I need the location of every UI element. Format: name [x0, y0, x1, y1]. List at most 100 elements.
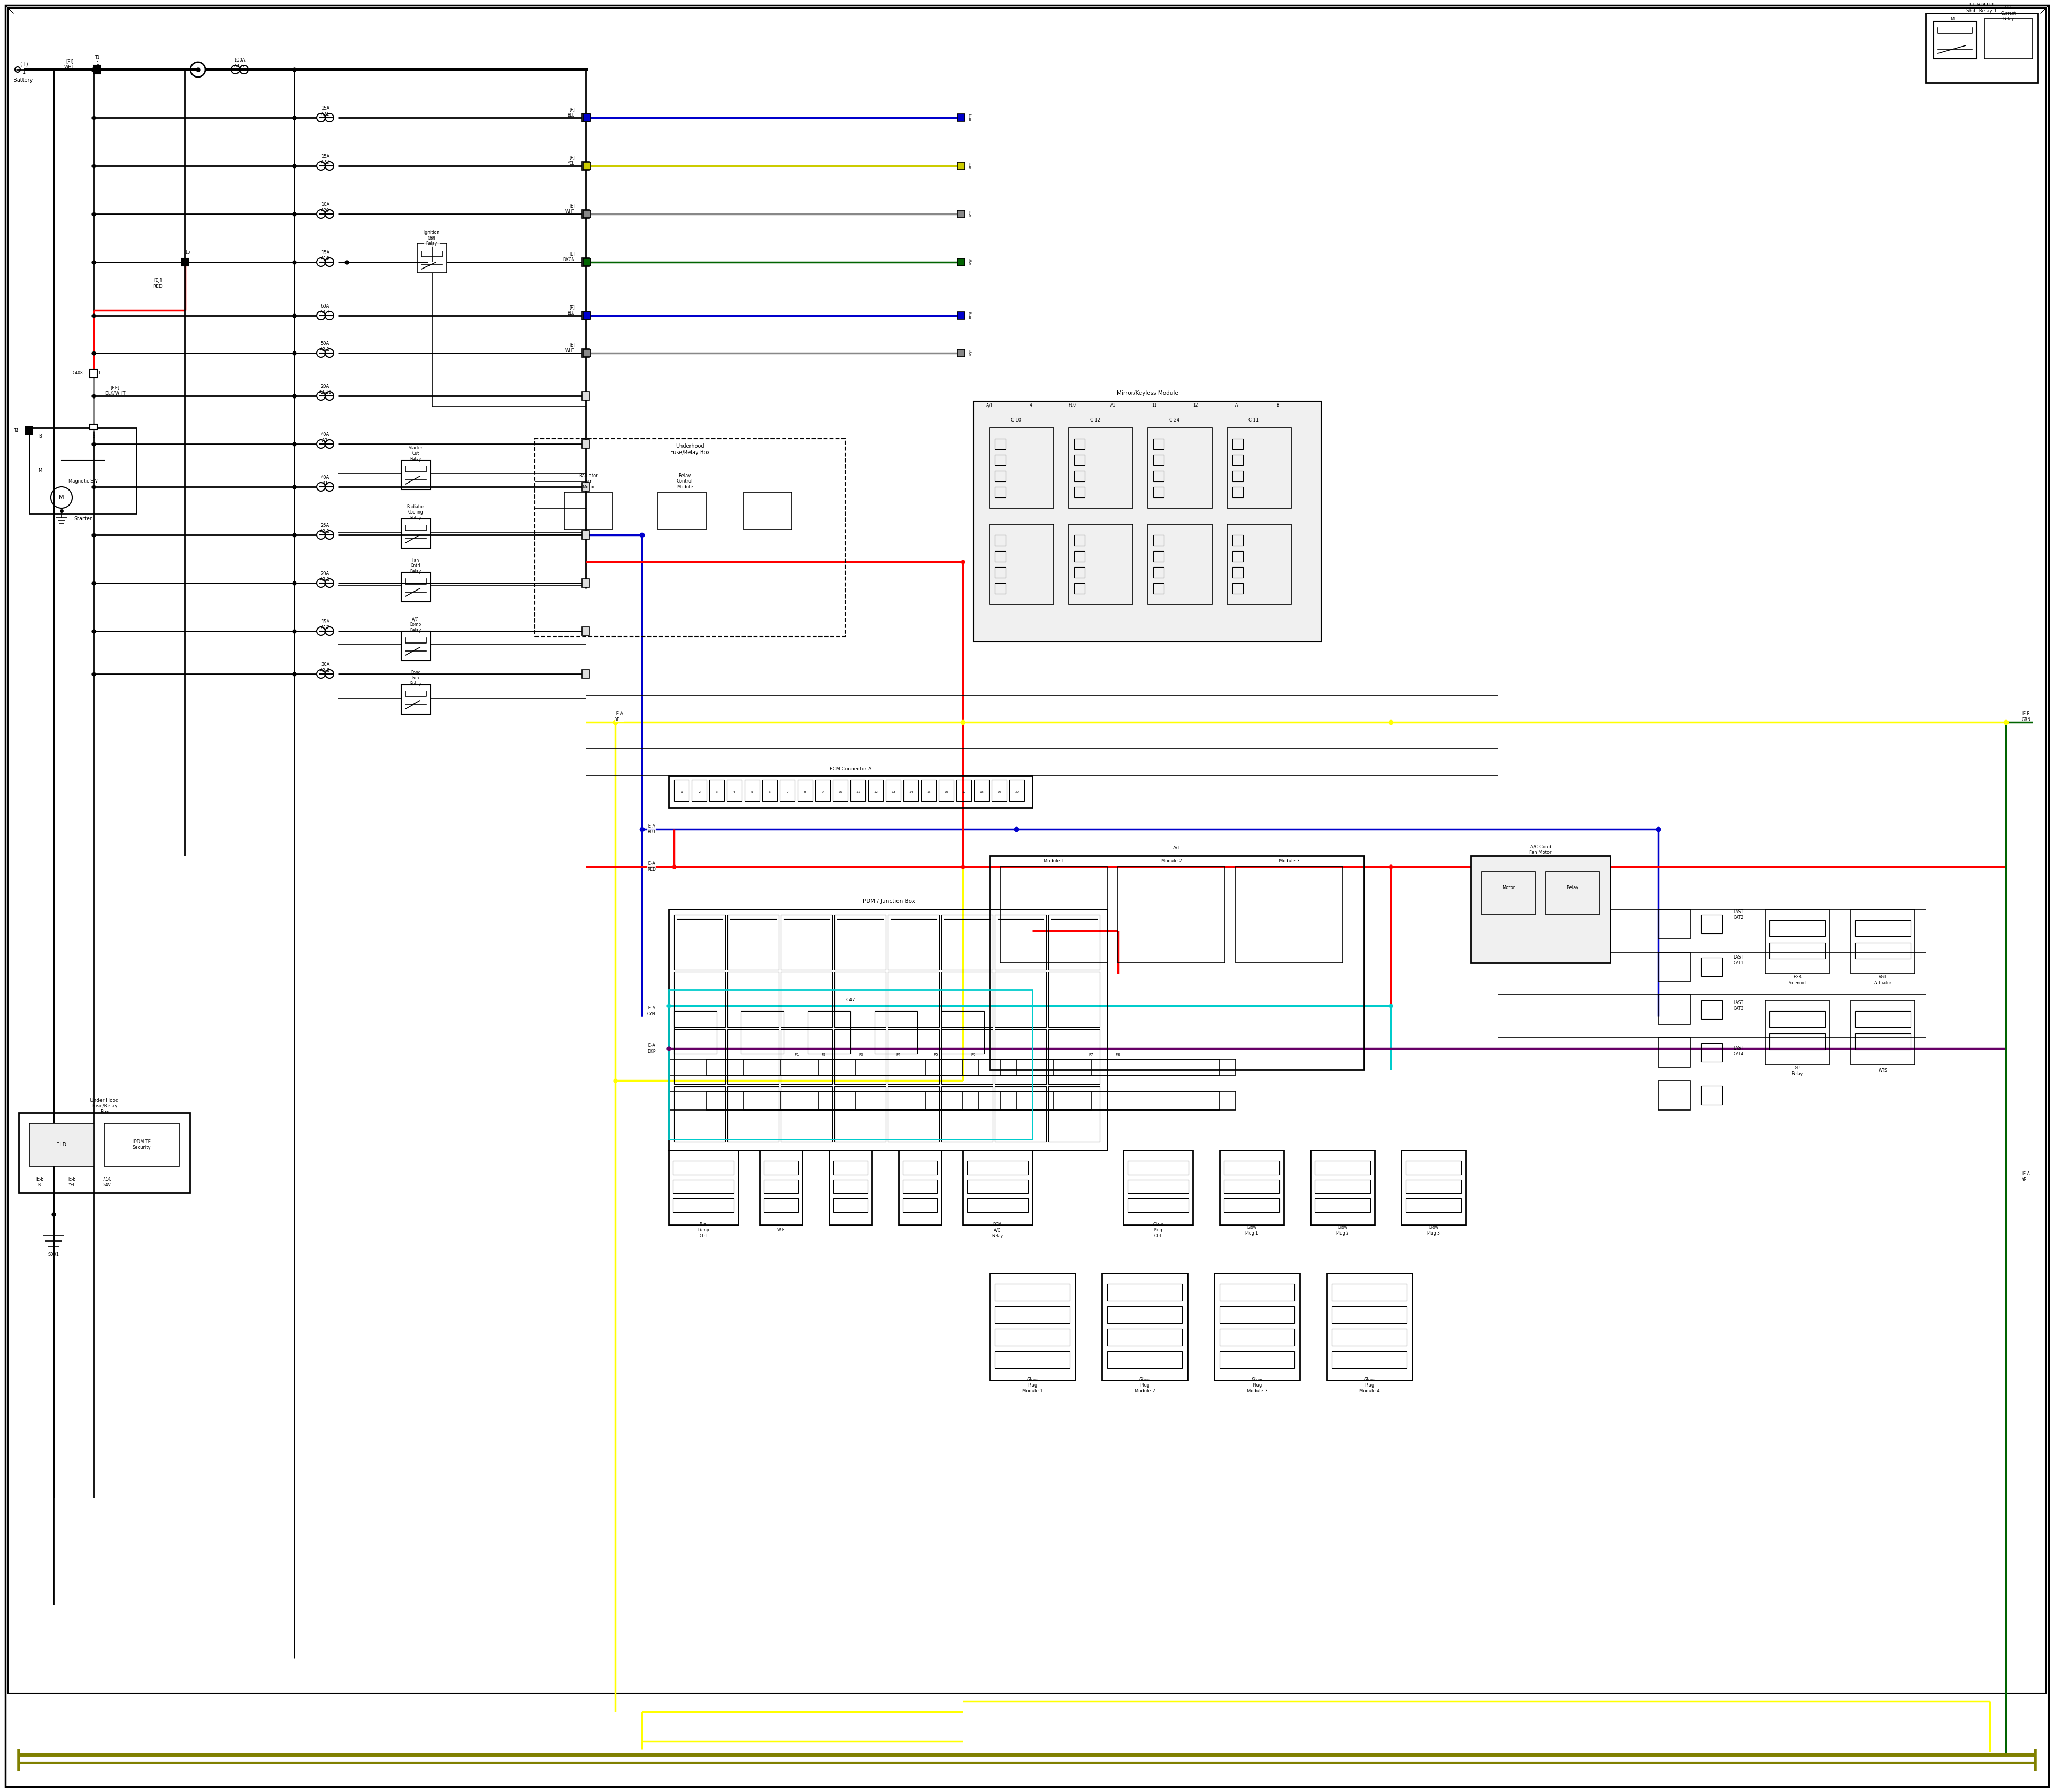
Bar — [994, 566, 1006, 577]
Text: ECM Connector A: ECM Connector A — [830, 767, 871, 772]
Text: C 11: C 11 — [1249, 418, 1259, 423]
Bar — [875, 1011, 918, 1054]
Text: [E
B: [E B — [967, 258, 972, 265]
Text: (+): (+) — [21, 61, 29, 66]
Bar — [1074, 550, 1085, 561]
Text: 15A
A16: 15A A16 — [320, 251, 329, 262]
Bar — [885, 780, 902, 801]
Bar — [1152, 550, 1165, 561]
Bar — [1152, 455, 1165, 466]
Bar — [1048, 914, 1099, 969]
Bar — [1701, 1043, 1723, 1063]
Text: [E]
YEL: [E] YEL — [567, 156, 575, 165]
Bar — [1701, 1000, 1723, 1020]
Text: 25A
A2-1: 25A A2-1 — [320, 523, 331, 534]
Text: Relay: Relay — [1567, 885, 1580, 891]
Bar — [727, 971, 778, 1027]
Text: LAST
CAT3: LAST CAT3 — [1734, 1000, 1744, 1011]
Bar — [727, 914, 778, 969]
Bar — [1152, 487, 1165, 498]
Bar — [583, 312, 592, 319]
Bar — [674, 780, 688, 801]
Text: 12: 12 — [1193, 403, 1197, 409]
Bar — [1009, 780, 1025, 801]
Text: Underhood
Fuse/Relay Box: Underhood Fuse/Relay Box — [670, 444, 711, 455]
Bar — [1224, 1179, 1280, 1193]
Text: 1: 1 — [99, 371, 101, 376]
Bar — [994, 1351, 1070, 1369]
Bar — [994, 487, 1006, 498]
Bar — [1701, 914, 1723, 934]
Bar — [1855, 1034, 1910, 1050]
Bar — [904, 1199, 937, 1211]
Text: Glow
Plug 1: Glow Plug 1 — [1245, 1226, 1257, 1235]
Bar — [834, 1029, 885, 1084]
Bar — [887, 914, 939, 969]
Bar — [963, 1150, 1033, 1226]
Bar — [1331, 1283, 1407, 1301]
Text: C47: C47 — [846, 998, 854, 1004]
Bar — [1232, 487, 1243, 498]
Bar — [1764, 1000, 1830, 1064]
Bar — [1048, 971, 1099, 1027]
Bar — [565, 493, 612, 530]
Bar — [807, 1011, 850, 1054]
Bar — [401, 520, 431, 548]
Bar — [887, 1029, 939, 1084]
Bar — [904, 1161, 937, 1176]
Bar — [781, 1029, 832, 1084]
Bar — [674, 1011, 717, 1054]
Text: P6: P6 — [972, 1054, 976, 1057]
Bar — [994, 914, 1045, 969]
Bar — [744, 1091, 980, 1109]
Bar — [941, 914, 992, 969]
Bar — [1658, 1081, 1690, 1109]
Bar — [90, 425, 97, 430]
Text: 100A
A1-6: 100A A1-6 — [234, 57, 244, 68]
Text: IE-A
RED: IE-A RED — [647, 862, 655, 871]
Text: 7: 7 — [787, 790, 789, 794]
Bar — [1107, 1283, 1183, 1301]
Text: 20A
A3-1: 20A A3-1 — [320, 572, 331, 582]
Bar — [657, 493, 707, 530]
Bar — [1232, 536, 1243, 545]
Text: Starter: Starter — [74, 516, 92, 521]
Bar — [744, 1059, 980, 1075]
Text: 13: 13 — [891, 790, 896, 794]
Bar — [90, 369, 97, 378]
Text: 4: 4 — [1029, 403, 1031, 409]
Bar — [94, 65, 101, 73]
Text: [E]
BLU: [E] BLU — [567, 108, 575, 118]
Text: [E
B: [E B — [967, 210, 972, 217]
Bar — [1471, 857, 1610, 962]
Text: Glow
Plug
Ctrl: Glow Plug Ctrl — [1152, 1222, 1163, 1238]
Text: 15: 15 — [185, 251, 191, 254]
Text: Motor: Motor — [1501, 885, 1516, 891]
Bar — [1152, 536, 1165, 545]
Bar — [817, 1059, 1054, 1075]
Bar — [1855, 1011, 1910, 1027]
Text: 40A
A3: 40A A3 — [320, 432, 329, 443]
Text: Fuel
Pump
Ctrl: Fuel Pump Ctrl — [698, 1222, 709, 1238]
Text: 6: 6 — [768, 790, 770, 794]
Text: 11: 11 — [857, 790, 861, 794]
Bar — [581, 392, 589, 400]
Bar — [1331, 1306, 1407, 1324]
Bar — [994, 582, 1006, 593]
Bar — [963, 1091, 1220, 1109]
Text: LAST
CAT4: LAST CAT4 — [1734, 1047, 1744, 1055]
Bar — [417, 244, 446, 272]
Bar — [760, 1150, 803, 1226]
Bar — [744, 493, 791, 530]
Bar — [857, 1091, 1091, 1109]
Bar — [401, 572, 431, 602]
Text: 1: 1 — [680, 790, 682, 794]
Text: 14: 14 — [908, 790, 914, 794]
Text: DTC
Current
Relay: DTC Current Relay — [2001, 5, 2017, 22]
Text: B: B — [1276, 403, 1280, 409]
Bar — [581, 161, 589, 170]
Text: Ignition
Coil
Relay: Ignition Coil Relay — [423, 229, 440, 246]
Bar — [727, 1029, 778, 1084]
Text: [E]
WHT: [E] WHT — [565, 342, 575, 353]
Text: [EI]
WHT: [EI] WHT — [64, 59, 74, 70]
